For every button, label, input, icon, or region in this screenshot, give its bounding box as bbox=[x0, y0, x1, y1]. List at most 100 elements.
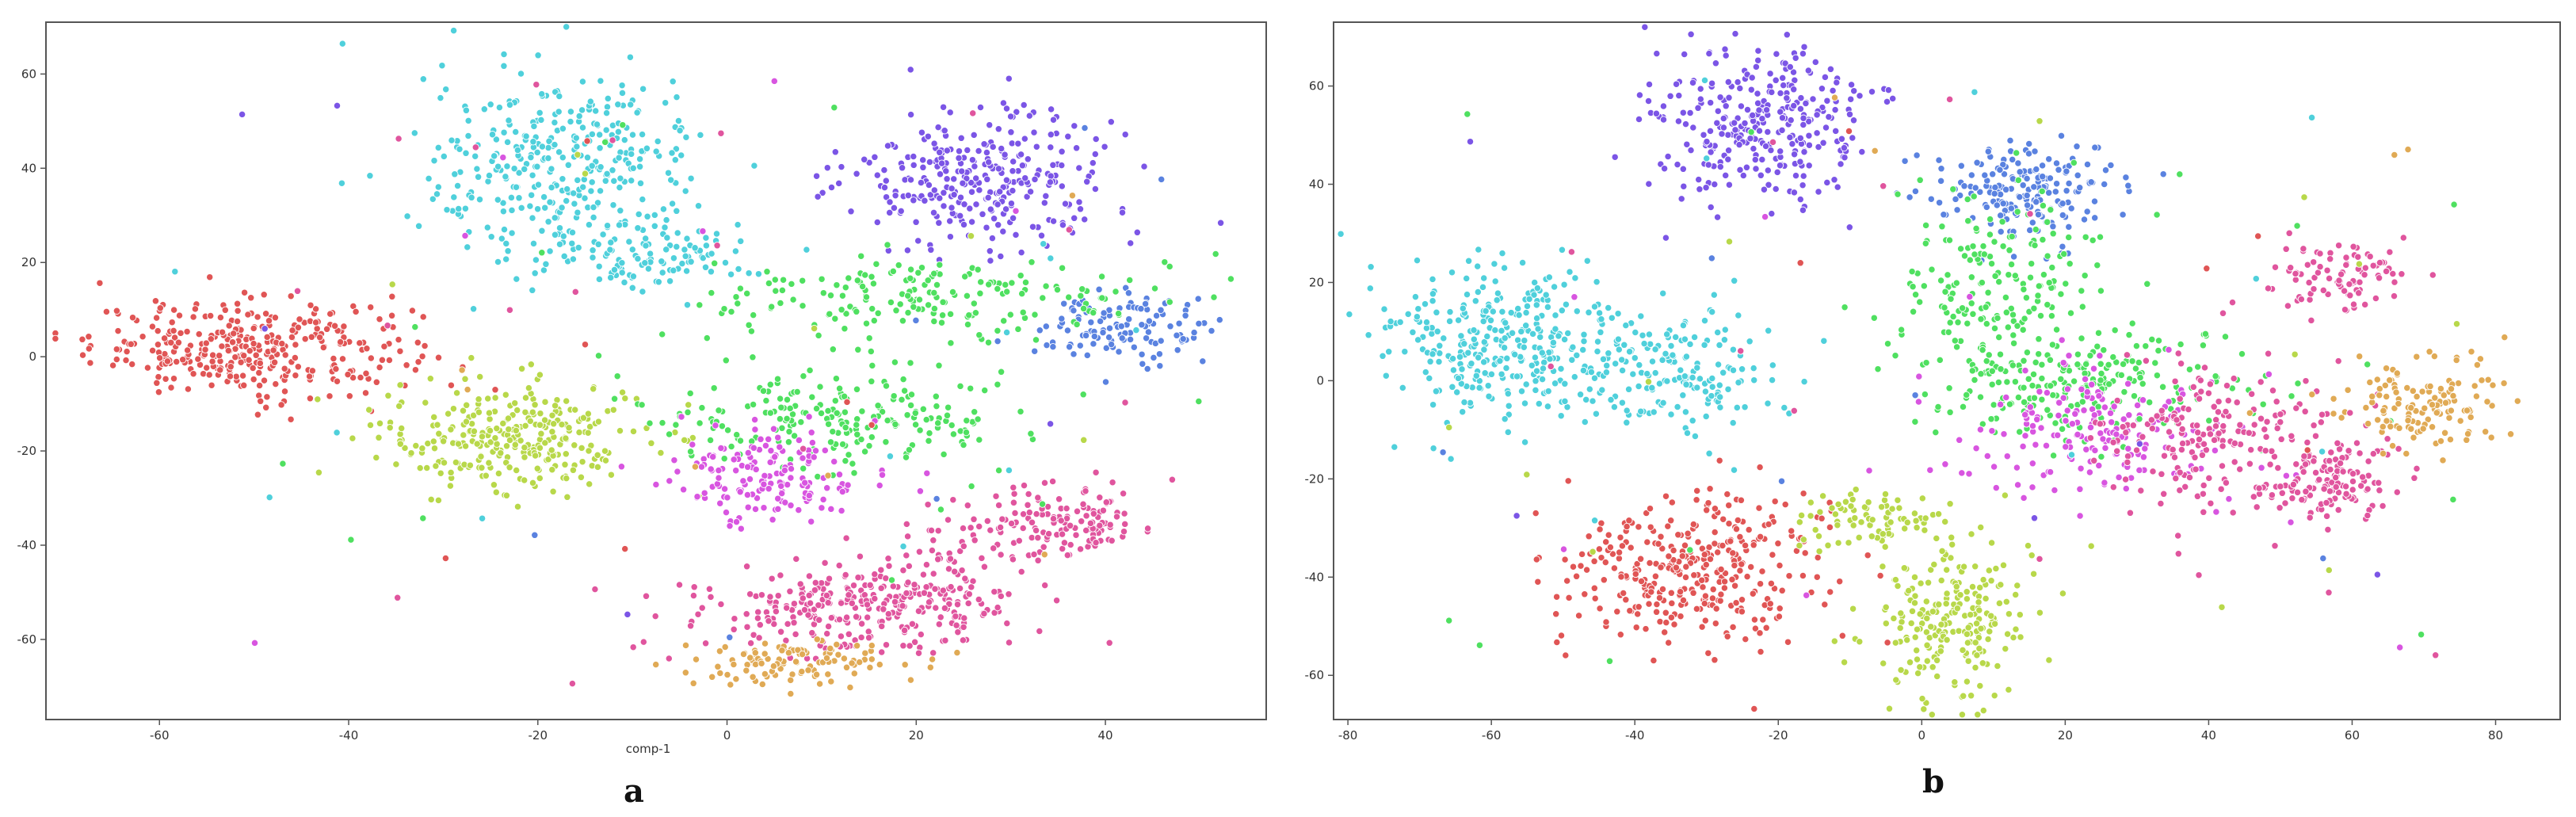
scatter-point bbox=[2390, 292, 2399, 300]
scatter-point bbox=[1681, 408, 1690, 416]
scatter-point bbox=[2471, 382, 2479, 390]
scatter-point bbox=[1065, 343, 1074, 351]
scatter-point bbox=[167, 384, 175, 391]
scatter-point bbox=[814, 472, 822, 481]
scatter-point bbox=[1528, 361, 1536, 369]
scatter-point bbox=[967, 232, 975, 240]
scatter-point bbox=[333, 101, 342, 110]
scatter-point bbox=[525, 384, 533, 392]
scatter-point bbox=[1037, 231, 1046, 239]
scatter-point bbox=[127, 340, 135, 348]
scatter-point bbox=[551, 140, 559, 149]
scatter-point bbox=[609, 201, 617, 209]
scatter-point bbox=[2068, 420, 2077, 428]
scatter-point bbox=[727, 270, 735, 278]
scatter-point bbox=[1736, 84, 1744, 93]
scatter-point bbox=[603, 170, 611, 178]
scatter-point bbox=[672, 421, 680, 429]
scatter-point bbox=[832, 375, 841, 383]
scatter-point bbox=[844, 481, 852, 489]
scatter-point bbox=[430, 413, 438, 422]
scatter-point bbox=[659, 205, 668, 213]
scatter-point bbox=[1061, 200, 1070, 208]
scatter-point bbox=[493, 424, 501, 433]
scatter-point bbox=[288, 333, 296, 342]
scatter-point bbox=[730, 456, 738, 464]
scatter-point bbox=[156, 304, 164, 312]
scatter-point bbox=[1967, 273, 1975, 281]
scatter-point bbox=[721, 258, 730, 267]
scatter-point bbox=[868, 655, 876, 663]
scatter-point bbox=[1115, 348, 1123, 356]
scatter-point bbox=[311, 319, 320, 326]
scatter-point bbox=[1009, 214, 1017, 222]
scatter-point bbox=[1729, 366, 1738, 374]
scatter-point bbox=[2132, 342, 2141, 350]
scatter-point bbox=[1996, 166, 2004, 174]
scatter-point bbox=[750, 162, 758, 170]
scatter-point bbox=[2199, 342, 2208, 349]
scatter-point bbox=[1576, 391, 1585, 399]
scatter-point bbox=[805, 591, 813, 600]
scatter-point bbox=[701, 263, 710, 271]
scatter-point bbox=[831, 148, 839, 156]
scatter-point bbox=[2087, 178, 2095, 186]
scatter-point bbox=[228, 338, 237, 346]
scatter-point bbox=[1564, 329, 1572, 338]
scatter-point bbox=[1694, 104, 1702, 112]
scatter-point bbox=[939, 586, 947, 594]
scatter-point bbox=[1504, 390, 1512, 398]
scatter-point bbox=[908, 620, 917, 628]
scatter-point bbox=[1659, 289, 1667, 297]
scatter-point bbox=[432, 462, 440, 470]
scatter-point bbox=[2484, 376, 2492, 384]
scatter-point bbox=[1822, 124, 1830, 132]
scatter-point bbox=[1028, 223, 1037, 231]
scatter-point bbox=[830, 457, 838, 466]
scatter-point bbox=[1518, 258, 1527, 267]
scatter-point bbox=[1018, 162, 1027, 170]
scatter-point bbox=[617, 463, 626, 471]
scatter-point bbox=[923, 469, 931, 477]
scatter-point bbox=[1489, 307, 1497, 315]
scatter-point bbox=[880, 183, 889, 192]
scatter-point bbox=[1620, 341, 1628, 349]
scatter-point bbox=[2212, 422, 2220, 430]
scatter-point bbox=[2439, 456, 2447, 464]
scatter-point bbox=[925, 181, 933, 189]
scatter-point bbox=[1181, 311, 1189, 319]
scatter-point bbox=[1704, 499, 1712, 507]
scatter-point bbox=[919, 156, 927, 164]
scatter-point bbox=[1940, 211, 1948, 219]
scatter-point bbox=[1337, 230, 1345, 238]
scatter-point bbox=[271, 314, 280, 322]
scatter-point bbox=[1550, 283, 1559, 291]
scatter-point bbox=[551, 214, 559, 222]
scatter-point bbox=[1024, 155, 1032, 163]
scatter-point bbox=[1555, 332, 1563, 340]
scatter-point bbox=[880, 605, 887, 613]
scatter-point bbox=[1590, 374, 1599, 382]
scatter-point bbox=[1593, 338, 1602, 346]
scatter-point bbox=[906, 176, 915, 184]
scatter-point bbox=[367, 354, 375, 362]
scatter-point bbox=[657, 449, 665, 457]
scatter-point bbox=[774, 433, 782, 441]
scatter-point bbox=[2364, 511, 2372, 520]
scatter-point bbox=[1946, 408, 1954, 416]
scatter-point bbox=[1710, 291, 1718, 299]
scatter-point bbox=[990, 588, 998, 596]
scatter-point bbox=[2219, 309, 2227, 317]
scatter-point bbox=[926, 191, 934, 199]
scatter-point bbox=[994, 326, 1002, 335]
scatter-point bbox=[1137, 304, 1145, 313]
scatter-point bbox=[1631, 354, 1639, 362]
scatter-point bbox=[361, 389, 370, 397]
scatter-point bbox=[2231, 458, 2238, 466]
scatter-point bbox=[1743, 105, 1752, 114]
scatter-point bbox=[2382, 365, 2391, 372]
scatter-point bbox=[454, 440, 463, 448]
scatter-point bbox=[1735, 140, 1743, 149]
cluster-4 bbox=[502, 200, 763, 309]
scatter-point bbox=[1075, 198, 1083, 206]
